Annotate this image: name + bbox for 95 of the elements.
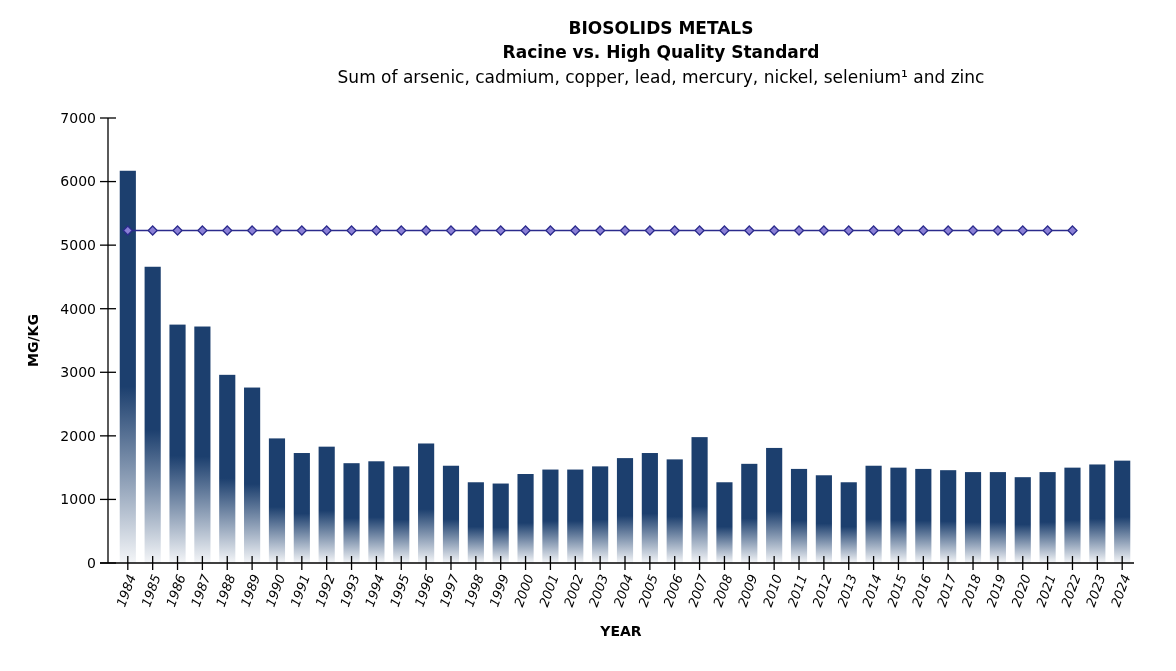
bar	[716, 482, 733, 563]
x-tick-label: 2000	[511, 572, 537, 609]
x-tick-label: 1996	[411, 572, 438, 609]
x-tick-label: 1987	[188, 571, 214, 609]
x-tick-label: 2005	[635, 572, 661, 609]
x-tick-label: 1992	[312, 572, 338, 609]
bar	[119, 170, 136, 563]
bar	[691, 437, 708, 563]
bar	[393, 466, 410, 563]
bar	[666, 459, 683, 563]
x-tick-label: 2003	[585, 572, 612, 609]
x-axis-title: YEAR	[599, 623, 642, 639]
bar	[442, 465, 460, 563]
x-tick-label: 2021	[1033, 572, 1059, 609]
y-tick-label: 4000	[60, 300, 96, 317]
bar	[865, 465, 882, 563]
x-tick-label: 1988	[212, 572, 239, 609]
x-tick-label: 1984	[113, 572, 139, 609]
x-tick-label: 1998	[461, 572, 487, 609]
bar	[964, 472, 982, 563]
bar	[815, 475, 832, 563]
x-tick-label: 1990	[262, 572, 289, 609]
x-tick-label: 2016	[909, 572, 935, 609]
bar	[1014, 477, 1031, 563]
bar	[1039, 472, 1056, 563]
bar	[268, 438, 286, 563]
bar	[890, 467, 907, 563]
bar	[567, 469, 584, 563]
x-tick-label: 1991	[287, 572, 313, 609]
bar	[542, 469, 559, 563]
bar	[169, 324, 186, 563]
x-tick-label: 2015	[884, 572, 910, 609]
bar	[467, 482, 484, 563]
x-tick-label: 2019	[983, 572, 1009, 609]
x-tick-label: 1999	[486, 572, 512, 609]
x-tick-label: 1993	[337, 572, 363, 609]
bar	[1089, 464, 1106, 563]
text: Sum of arsenic, cadmium, copper, lead, mercury, nickel, selenium¹ and zinc	[337, 67, 985, 87]
x-tick-label: 2023	[1083, 572, 1109, 609]
bar	[641, 453, 658, 563]
y-tick-label: 3000	[60, 364, 96, 381]
x-tick-label: 2001	[536, 572, 562, 609]
x-tick-label: 2018	[958, 572, 985, 609]
x-tick-label: 2011	[784, 572, 811, 609]
y-tick-label: 7000	[60, 109, 96, 126]
x-tick-label: 2022	[1058, 572, 1084, 609]
bar	[766, 447, 783, 563]
bar	[741, 463, 758, 563]
bar	[517, 474, 534, 563]
y-tick-label: 1000	[60, 491, 96, 508]
x-tick-label: 2006	[660, 572, 686, 609]
bar	[194, 326, 211, 563]
bar	[492, 483, 509, 563]
x-tick-label: 2002	[560, 572, 587, 609]
bar	[790, 468, 808, 563]
x-tick-label: 2014	[859, 572, 885, 609]
x-tick-label: 1995	[386, 572, 413, 609]
bar	[219, 374, 236, 563]
x-tick-label: 2010	[759, 572, 786, 609]
x-tick-label: 2004	[610, 572, 637, 609]
y-axis-title: MG/KG	[25, 314, 41, 367]
x-tick-label: 1994	[362, 572, 388, 609]
x-tick-label: 2008	[710, 572, 736, 609]
bar	[144, 266, 161, 563]
x-tick-label: 2020	[1008, 572, 1034, 609]
bar	[840, 482, 857, 563]
bar	[418, 443, 435, 563]
chart-subtitle: Racine vs. High Quality Standard	[502, 42, 820, 62]
y-tick-label: 5000	[60, 237, 96, 254]
bar	[940, 470, 957, 563]
x-tick-label: 1985	[138, 572, 164, 609]
bar	[592, 466, 609, 563]
bar	[989, 472, 1006, 563]
chart-title: BIOSOLIDS METALS	[568, 18, 754, 38]
x-tick-label: 2013	[834, 572, 860, 609]
bar	[318, 446, 335, 563]
x-tick-label: 2024	[1107, 572, 1134, 609]
bar	[368, 461, 385, 563]
bar	[1064, 467, 1081, 563]
bar	[293, 453, 310, 563]
x-tick-label: 1989	[237, 572, 264, 609]
x-tick-label: 2012	[809, 572, 835, 609]
x-tick-label: 1986	[163, 572, 189, 609]
y-tick-label: 0	[87, 554, 96, 571]
y-tick-label: 6000	[60, 173, 96, 190]
bar	[915, 468, 932, 563]
x-tick-label: 2009	[734, 572, 761, 609]
y-tick-label: 2000	[60, 427, 96, 444]
x-tick-label: 1997	[436, 571, 463, 609]
x-tick-label: 2007	[685, 571, 711, 609]
x-tick-label: 2017	[933, 571, 960, 609]
bar	[343, 463, 360, 563]
bar	[244, 387, 261, 563]
bar	[1114, 460, 1131, 563]
bar	[616, 458, 634, 563]
